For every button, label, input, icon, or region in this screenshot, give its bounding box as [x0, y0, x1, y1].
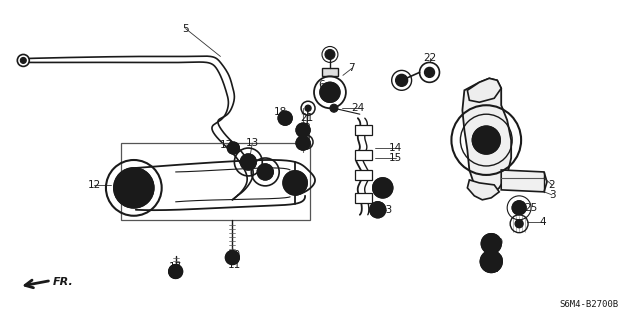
Polygon shape [467, 78, 501, 102]
Circle shape [396, 74, 408, 86]
Circle shape [227, 142, 239, 154]
Circle shape [257, 164, 273, 180]
Text: 20: 20 [491, 255, 504, 264]
Circle shape [424, 67, 435, 78]
Polygon shape [501, 170, 547, 192]
Polygon shape [462, 78, 511, 195]
Polygon shape [355, 193, 372, 203]
Text: 22: 22 [423, 54, 436, 63]
Circle shape [325, 49, 335, 59]
Circle shape [241, 154, 256, 170]
Circle shape [303, 139, 309, 145]
Text: 24: 24 [351, 103, 364, 113]
Circle shape [278, 111, 292, 125]
Text: 19: 19 [491, 238, 504, 248]
Text: 13: 13 [246, 138, 259, 148]
Circle shape [370, 202, 386, 218]
Polygon shape [322, 68, 338, 76]
Circle shape [512, 201, 526, 215]
Circle shape [480, 251, 502, 272]
Text: 22: 22 [376, 181, 389, 191]
Text: 16: 16 [284, 180, 297, 190]
Text: 9: 9 [304, 133, 310, 143]
Text: 4: 4 [540, 217, 547, 227]
Text: 18: 18 [273, 107, 287, 117]
Circle shape [305, 105, 311, 111]
Text: 5: 5 [182, 24, 189, 33]
Text: 2: 2 [548, 180, 556, 190]
Circle shape [283, 171, 307, 195]
Circle shape [372, 178, 393, 198]
Text: S6M4-B2700B: S6M4-B2700B [559, 300, 618, 309]
Circle shape [481, 234, 501, 254]
Circle shape [296, 123, 310, 137]
Circle shape [296, 136, 310, 150]
Text: 21: 21 [300, 113, 314, 123]
Text: 23: 23 [379, 205, 392, 215]
Polygon shape [355, 150, 372, 160]
Text: 15: 15 [389, 153, 403, 163]
Polygon shape [355, 125, 372, 135]
Circle shape [472, 126, 500, 154]
Text: 17: 17 [169, 262, 182, 271]
Text: 7: 7 [349, 63, 355, 73]
Text: 6: 6 [319, 80, 325, 90]
Circle shape [330, 104, 338, 112]
Circle shape [320, 82, 340, 102]
Circle shape [169, 264, 182, 278]
Text: 25: 25 [524, 203, 538, 213]
Polygon shape [467, 180, 499, 200]
Text: FR.: FR. [53, 278, 74, 287]
Circle shape [515, 220, 523, 228]
Text: 11: 11 [228, 260, 241, 270]
Text: 8: 8 [304, 123, 310, 133]
Circle shape [225, 251, 239, 264]
Text: 17: 17 [220, 140, 233, 150]
Text: 3: 3 [548, 190, 556, 200]
Text: 12: 12 [88, 180, 100, 190]
Polygon shape [355, 170, 372, 180]
Circle shape [20, 57, 26, 63]
Circle shape [114, 168, 154, 208]
Text: 14: 14 [389, 143, 403, 153]
Text: 10: 10 [228, 249, 241, 260]
